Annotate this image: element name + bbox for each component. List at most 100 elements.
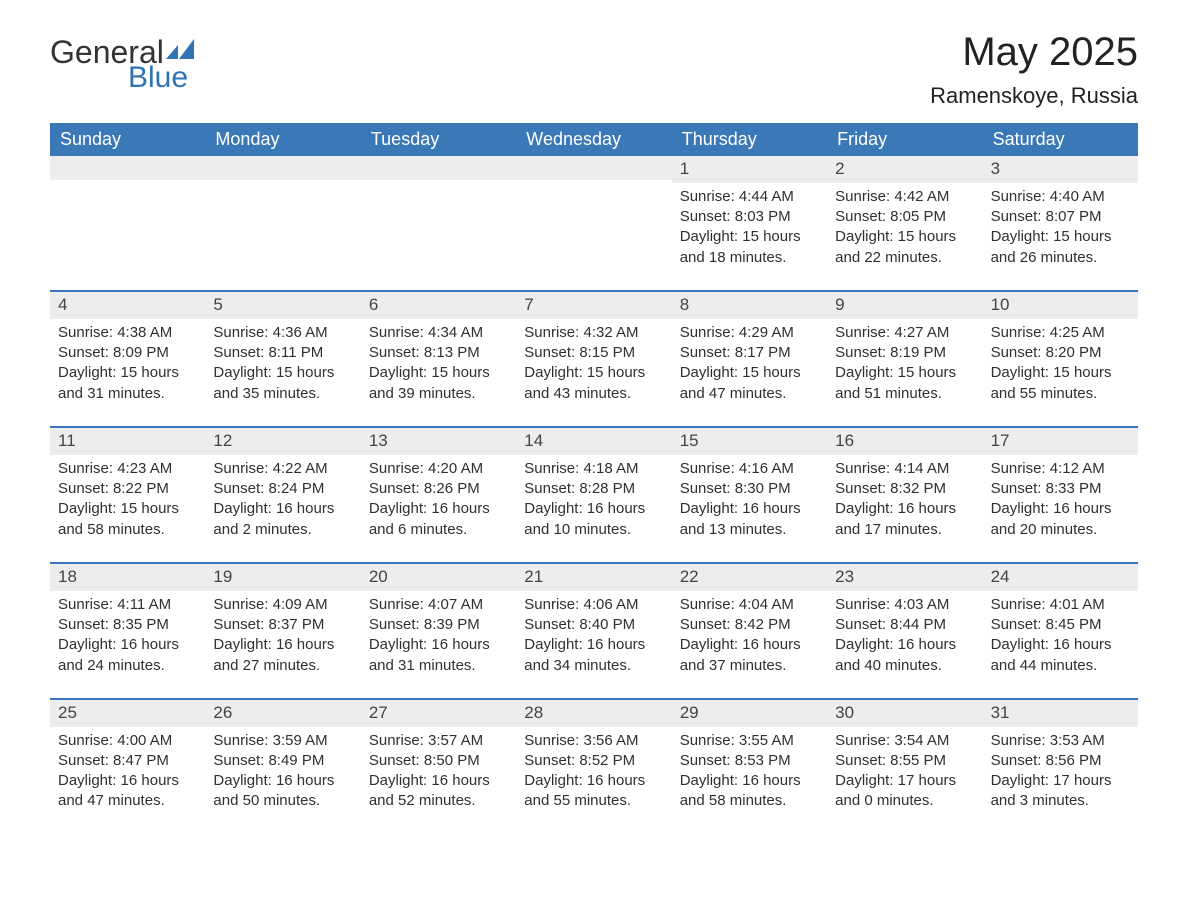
day-cell: 3Sunrise: 4:40 AMSunset: 8:07 PMDaylight… xyxy=(983,156,1138,290)
sunset-text: Sunset: 8:24 PM xyxy=(213,479,352,499)
weekday-sunday: Sunday xyxy=(50,123,205,156)
sunset-text: Sunset: 8:22 PM xyxy=(58,479,197,499)
sunrise-text: Sunrise: 4:06 AM xyxy=(524,595,663,615)
day-details: Sunrise: 4:16 AMSunset: 8:30 PMDaylight:… xyxy=(680,459,819,540)
sunrise-text: Sunrise: 3:55 AM xyxy=(680,731,819,751)
week-row: 4Sunrise: 4:38 AMSunset: 8:09 PMDaylight… xyxy=(50,290,1138,426)
sunrise-text: Sunrise: 4:20 AM xyxy=(369,459,508,479)
daylight-text: Daylight: 15 hours and 43 minutes. xyxy=(524,363,663,404)
day-cell: 24Sunrise: 4:01 AMSunset: 8:45 PMDayligh… xyxy=(983,564,1138,698)
daylight-text: Daylight: 16 hours and 13 minutes. xyxy=(680,499,819,540)
day-details: Sunrise: 3:55 AMSunset: 8:53 PMDaylight:… xyxy=(680,731,819,812)
day-cell: 1 Sunrise: 4:44 AMSunset: 8:03 PMDaylight… xyxy=(672,156,827,290)
day-details: Sunrise: 4:32 AMSunset: 8:15 PMDaylight:… xyxy=(524,323,663,404)
daylight-text: Daylight: 15 hours and 47 minutes. xyxy=(680,363,819,404)
day-cell: 10 Sunrise: 4:25 AMSunset: 8:20 PMDayligh… xyxy=(983,292,1138,426)
sunset-text: Sunset: 8:07 PM xyxy=(991,207,1130,227)
daylight-text: Daylight: 16 hours and 50 minutes. xyxy=(213,771,352,812)
day-cell: 12Sunrise: 4:22 AMSunset: 8:24 PMDayligh… xyxy=(205,428,360,562)
sunrise-text: Sunrise: 3:56 AM xyxy=(524,731,663,751)
day-number: 5 xyxy=(205,292,360,319)
week-row: 1Sunrise: 4:44 AMSunset: 8:03 PMDaylight… xyxy=(50,156,1138,290)
day-number: 9 xyxy=(827,292,982,319)
sunrise-text: Sunrise: 4:07 AM xyxy=(369,595,508,615)
day-details: Sunrise: 4:03 AMSunset: 8:44 PMDaylight:… xyxy=(835,595,974,676)
day-cell: 13Sunrise: 4:20 AMSunset: 8:26 PMDayligh… xyxy=(361,428,516,562)
daylight-text: Daylight: 16 hours and 55 minutes. xyxy=(524,771,663,812)
sunset-text: Sunset: 8:33 PM xyxy=(991,479,1130,499)
daylight-text: Daylight: 15 hours and 18 minutes. xyxy=(680,227,819,268)
day-cell xyxy=(50,156,205,290)
sunrise-text: Sunrise: 4:42 AM xyxy=(835,187,974,207)
day-details: Sunrise: 3:54 AMSunset: 8:55 PMDaylight:… xyxy=(835,731,974,812)
sunrise-text: Sunrise: 4:34 AM xyxy=(369,323,508,343)
day-number: 16 xyxy=(827,428,982,455)
daylight-text: Daylight: 16 hours and 31 minutes. xyxy=(369,635,508,676)
day-cell xyxy=(361,156,516,290)
day-cell: 30Sunrise: 3:54 AMSunset: 8:55 PMDayligh… xyxy=(827,700,982,834)
daylight-text: Daylight: 15 hours and 58 minutes. xyxy=(58,499,197,540)
day-cell: 17Sunrise: 4:12 AMSunset: 8:33 PMDayligh… xyxy=(983,428,1138,562)
daylight-text: Daylight: 16 hours and 2 minutes. xyxy=(213,499,352,540)
sunset-text: Sunset: 8:15 PM xyxy=(524,343,663,363)
day-cell: 27Sunrise: 3:57 AMSunset: 8:50 PMDayligh… xyxy=(361,700,516,834)
sunrise-text: Sunrise: 4:16 AM xyxy=(680,459,819,479)
daylight-text: Daylight: 16 hours and 34 minutes. xyxy=(524,635,663,676)
day-cell: 15Sunrise: 4:16 AMSunset: 8:30 PMDayligh… xyxy=(672,428,827,562)
daylight-text: Daylight: 16 hours and 58 minutes. xyxy=(680,771,819,812)
day-number: 14 xyxy=(516,428,671,455)
sunrise-text: Sunrise: 3:59 AM xyxy=(213,731,352,751)
day-details: Sunrise: 4:25 AMSunset: 8:20 PMDaylight:… xyxy=(991,323,1130,404)
day-cell: 23Sunrise: 4:03 AMSunset: 8:44 PMDayligh… xyxy=(827,564,982,698)
day-details: Sunrise: 4:11 AMSunset: 8:35 PMDaylight:… xyxy=(58,595,197,676)
day-number: 26 xyxy=(205,700,360,727)
day-number: 10 xyxy=(983,292,1138,319)
day-number: 8 xyxy=(672,292,827,319)
sunset-text: Sunset: 8:32 PM xyxy=(835,479,974,499)
calendar: SundayMondayTuesdayWednesdayThursdayFrid… xyxy=(50,123,1138,834)
day-number xyxy=(361,156,516,180)
day-details: Sunrise: 4:38 AMSunset: 8:09 PMDaylight:… xyxy=(58,323,197,404)
sunrise-text: Sunrise: 4:44 AM xyxy=(680,187,819,207)
sunrise-text: Sunrise: 4:29 AM xyxy=(680,323,819,343)
day-cell: 29Sunrise: 3:55 AMSunset: 8:53 PMDayligh… xyxy=(672,700,827,834)
sunrise-text: Sunrise: 4:12 AM xyxy=(991,459,1130,479)
daylight-text: Daylight: 17 hours and 3 minutes. xyxy=(991,771,1130,812)
week-row: 11Sunrise: 4:23 AMSunset: 8:22 PMDayligh… xyxy=(50,426,1138,562)
day-cell: 19Sunrise: 4:09 AMSunset: 8:37 PMDayligh… xyxy=(205,564,360,698)
daylight-text: Daylight: 15 hours and 26 minutes. xyxy=(991,227,1130,268)
day-cell: 25Sunrise: 4:00 AMSunset: 8:47 PMDayligh… xyxy=(50,700,205,834)
day-details: Sunrise: 4:36 AMSunset: 8:11 PMDaylight:… xyxy=(213,323,352,404)
day-number xyxy=(50,156,205,180)
sunrise-text: Sunrise: 4:22 AM xyxy=(213,459,352,479)
day-details: Sunrise: 4:14 AMSunset: 8:32 PMDaylight:… xyxy=(835,459,974,540)
day-number: 3 xyxy=(983,156,1138,183)
sunset-text: Sunset: 8:55 PM xyxy=(835,751,974,771)
sunset-text: Sunset: 8:50 PM xyxy=(369,751,508,771)
day-details: Sunrise: 4:20 AMSunset: 8:26 PMDaylight:… xyxy=(369,459,508,540)
day-cell: 11Sunrise: 4:23 AMSunset: 8:22 PMDayligh… xyxy=(50,428,205,562)
sunrise-text: Sunrise: 4:09 AM xyxy=(213,595,352,615)
weekday-saturday: Saturday xyxy=(983,123,1138,156)
day-cell: 5 Sunrise: 4:36 AMSunset: 8:11 PMDaylight… xyxy=(205,292,360,426)
day-cell: 26 Sunrise: 3:59 AMSunset: 8:49 PMDayligh… xyxy=(205,700,360,834)
day-number: 1 xyxy=(672,156,827,183)
sunset-text: Sunset: 8:03 PM xyxy=(680,207,819,227)
sunrise-text: Sunrise: 3:54 AM xyxy=(835,731,974,751)
weekday-monday: Monday xyxy=(205,123,360,156)
day-number: 27 xyxy=(361,700,516,727)
day-details: Sunrise: 4:22 AMSunset: 8:24 PMDaylight:… xyxy=(213,459,352,540)
weekday-friday: Friday xyxy=(827,123,982,156)
sunset-text: Sunset: 8:40 PM xyxy=(524,615,663,635)
sunset-text: Sunset: 8:47 PM xyxy=(58,751,197,771)
sunrise-text: Sunrise: 4:14 AM xyxy=(835,459,974,479)
sunrise-text: Sunrise: 4:00 AM xyxy=(58,731,197,751)
sunrise-text: Sunrise: 4:23 AM xyxy=(58,459,197,479)
daylight-text: Daylight: 16 hours and 44 minutes. xyxy=(991,635,1130,676)
day-number: 28 xyxy=(516,700,671,727)
day-details: Sunrise: 3:59 AMSunset: 8:49 PMDaylight:… xyxy=(213,731,352,812)
day-cell: 9Sunrise: 4:27 AMSunset: 8:19 PMDaylight… xyxy=(827,292,982,426)
daylight-text: Daylight: 16 hours and 17 minutes. xyxy=(835,499,974,540)
sunset-text: Sunset: 8:52 PM xyxy=(524,751,663,771)
day-details: Sunrise: 4:44 AMSunset: 8:03 PMDaylight:… xyxy=(680,187,819,268)
